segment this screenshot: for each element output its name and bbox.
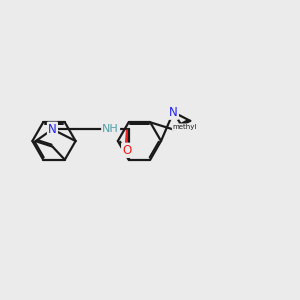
Text: N: N xyxy=(48,123,57,136)
Text: NH: NH xyxy=(102,124,119,134)
Text: N: N xyxy=(169,106,178,119)
Text: O: O xyxy=(122,144,131,157)
Text: methyl: methyl xyxy=(172,124,197,130)
